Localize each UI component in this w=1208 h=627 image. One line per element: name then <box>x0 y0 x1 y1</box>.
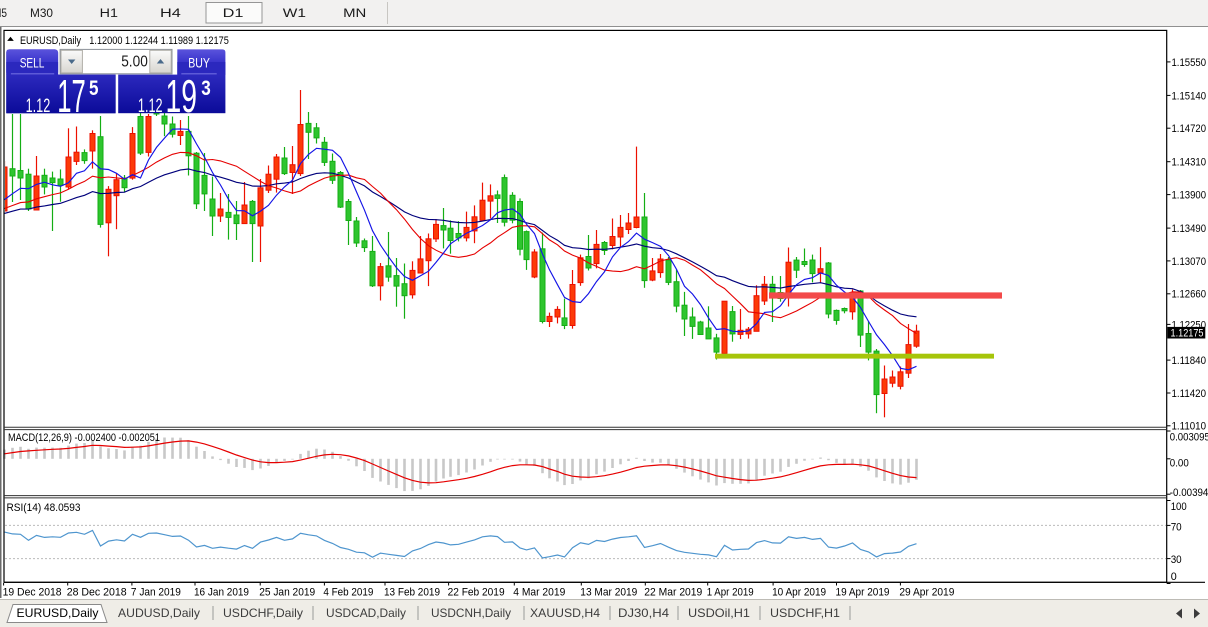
svg-text:22 Mar 2019: 22 Mar 2019 <box>644 587 702 599</box>
svg-text:1.12000 1.12244 1.11989 1.1217: 1.12000 1.12244 1.11989 1.12175 <box>89 35 229 47</box>
svg-text:4 Mar 2019: 4 Mar 2019 <box>513 587 565 599</box>
svg-text:1 Apr 2019: 1 Apr 2019 <box>707 587 754 599</box>
svg-text:1.14310: 1.14310 <box>1172 157 1207 169</box>
svg-text:22 Feb 2019: 22 Feb 2019 <box>448 587 505 599</box>
svg-text:29 Apr 2019: 29 Apr 2019 <box>899 587 954 599</box>
svg-text:USDOil,H1: USDOil,H1 <box>688 606 750 620</box>
svg-text:1.12: 1.12 <box>138 96 163 117</box>
svg-text:EURUSD,Daily: EURUSD,Daily <box>20 35 81 47</box>
svg-text:MACD(12,26,9) -0.002400 -0.002: MACD(12,26,9) -0.002400 -0.002051 <box>8 432 160 444</box>
svg-text:16 Jan 2019: 16 Jan 2019 <box>194 587 249 599</box>
svg-text:1.13070: 1.13070 <box>1172 256 1207 268</box>
svg-text:1.11420: 1.11420 <box>1172 388 1207 400</box>
svg-text:USDCNH,Daily: USDCNH,Daily <box>431 606 511 620</box>
svg-text:13 Feb 2019: 13 Feb 2019 <box>384 587 440 599</box>
svg-text:USDCHF,H1: USDCHF,H1 <box>770 606 840 620</box>
svg-text:25 Jan 2019: 25 Jan 2019 <box>259 587 315 599</box>
svg-text:AUDUSD,Daily: AUDUSD,Daily <box>118 606 200 620</box>
svg-text:EURUSD,Daily: EURUSD,Daily <box>17 606 99 620</box>
svg-text:1.15140: 1.15140 <box>1172 90 1207 102</box>
svg-text:1.11840: 1.11840 <box>1172 355 1207 367</box>
svg-text:17: 17 <box>57 70 85 122</box>
svg-text:70: 70 <box>1171 521 1182 533</box>
svg-text:0.003095: 0.003095 <box>1170 432 1208 444</box>
svg-text:5: 5 <box>89 77 99 100</box>
svg-text:19 Apr 2019: 19 Apr 2019 <box>836 587 890 599</box>
svg-text:5.00: 5.00 <box>121 53 148 70</box>
svg-text:H4: H4 <box>160 8 182 20</box>
svg-text:13 Mar 2019: 13 Mar 2019 <box>580 587 637 599</box>
svg-text:-0.003947: -0.003947 <box>1170 487 1208 499</box>
svg-text:1.11010: 1.11010 <box>1172 421 1207 433</box>
svg-text:0.00: 0.00 <box>1170 458 1189 470</box>
svg-text:1.13490: 1.13490 <box>1172 223 1207 235</box>
svg-text:1.13900: 1.13900 <box>1172 190 1207 202</box>
svg-text:4 Feb 2019: 4 Feb 2019 <box>323 587 373 599</box>
svg-text:0: 0 <box>1171 571 1177 583</box>
svg-text:M30: M30 <box>30 8 53 20</box>
svg-text:1.12: 1.12 <box>26 96 51 117</box>
svg-text:19: 19 <box>166 70 198 122</box>
svg-text:W1: W1 <box>283 8 306 20</box>
svg-text:BUY: BUY <box>188 54 210 70</box>
svg-text:1.14720: 1.14720 <box>1172 123 1207 135</box>
svg-text:7 Jan 2019: 7 Jan 2019 <box>131 587 181 599</box>
svg-text:28 Dec 2018: 28 Dec 2018 <box>67 587 127 599</box>
svg-text:USDCAD,Daily: USDCAD,Daily <box>326 606 406 620</box>
svg-text:MN: MN <box>343 8 366 20</box>
svg-text:3: 3 <box>201 77 211 100</box>
svg-text:D1: D1 <box>223 8 244 20</box>
svg-text:100: 100 <box>1171 501 1187 513</box>
svg-text:SELL: SELL <box>20 54 45 70</box>
svg-text:H1: H1 <box>100 8 118 20</box>
svg-text:30: 30 <box>1171 554 1182 566</box>
svg-text:19 Dec 2018: 19 Dec 2018 <box>3 587 62 599</box>
svg-text:XAUUSD,H4: XAUUSD,H4 <box>530 606 600 620</box>
svg-text:M5: M5 <box>0 8 7 20</box>
svg-text:1.12175: 1.12175 <box>1171 328 1204 340</box>
svg-text:RSI(14) 48.0593: RSI(14) 48.0593 <box>7 502 81 514</box>
svg-text:1.15550: 1.15550 <box>1172 57 1207 69</box>
svg-text:USDCHF,Daily: USDCHF,Daily <box>223 606 303 620</box>
svg-text:10 Apr 2019: 10 Apr 2019 <box>772 587 826 599</box>
svg-text:1.12660: 1.12660 <box>1172 289 1207 301</box>
svg-text:DJ30,H4: DJ30,H4 <box>618 606 669 620</box>
